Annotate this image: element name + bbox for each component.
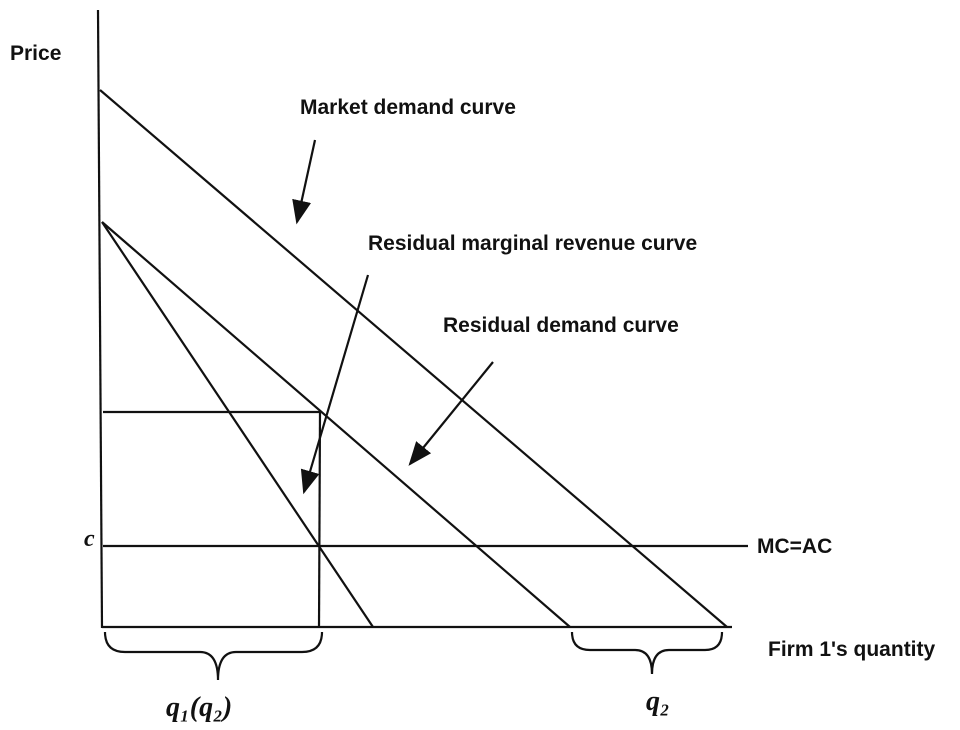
lines	[96, 9, 748, 681]
brace	[103, 631, 324, 681]
brace	[570, 631, 724, 675]
residual-demand-line	[101, 221, 571, 628]
y-axis-label: Price	[10, 42, 61, 65]
y-axis	[96, 9, 104, 629]
arrow	[408, 361, 494, 466]
quantity-label: q₂	[646, 686, 670, 717]
quantity-label: q₁(q₂)	[166, 692, 232, 723]
residual-mr-line	[101, 221, 374, 628]
quantity-line	[317, 411, 322, 628]
curve-label: Residual marginal revenue curve	[368, 232, 697, 255]
x-axis-label: Firm 1's quantity	[768, 638, 936, 661]
market-demand-line	[99, 89, 728, 628]
curve-label: Market demand curve	[300, 96, 516, 119]
curve-label: Residual demand curve	[443, 314, 679, 337]
arrow	[292, 139, 317, 225]
curve-label: MC=AC	[757, 535, 832, 558]
arrow	[300, 274, 370, 495]
cost-label: c	[84, 526, 95, 552]
